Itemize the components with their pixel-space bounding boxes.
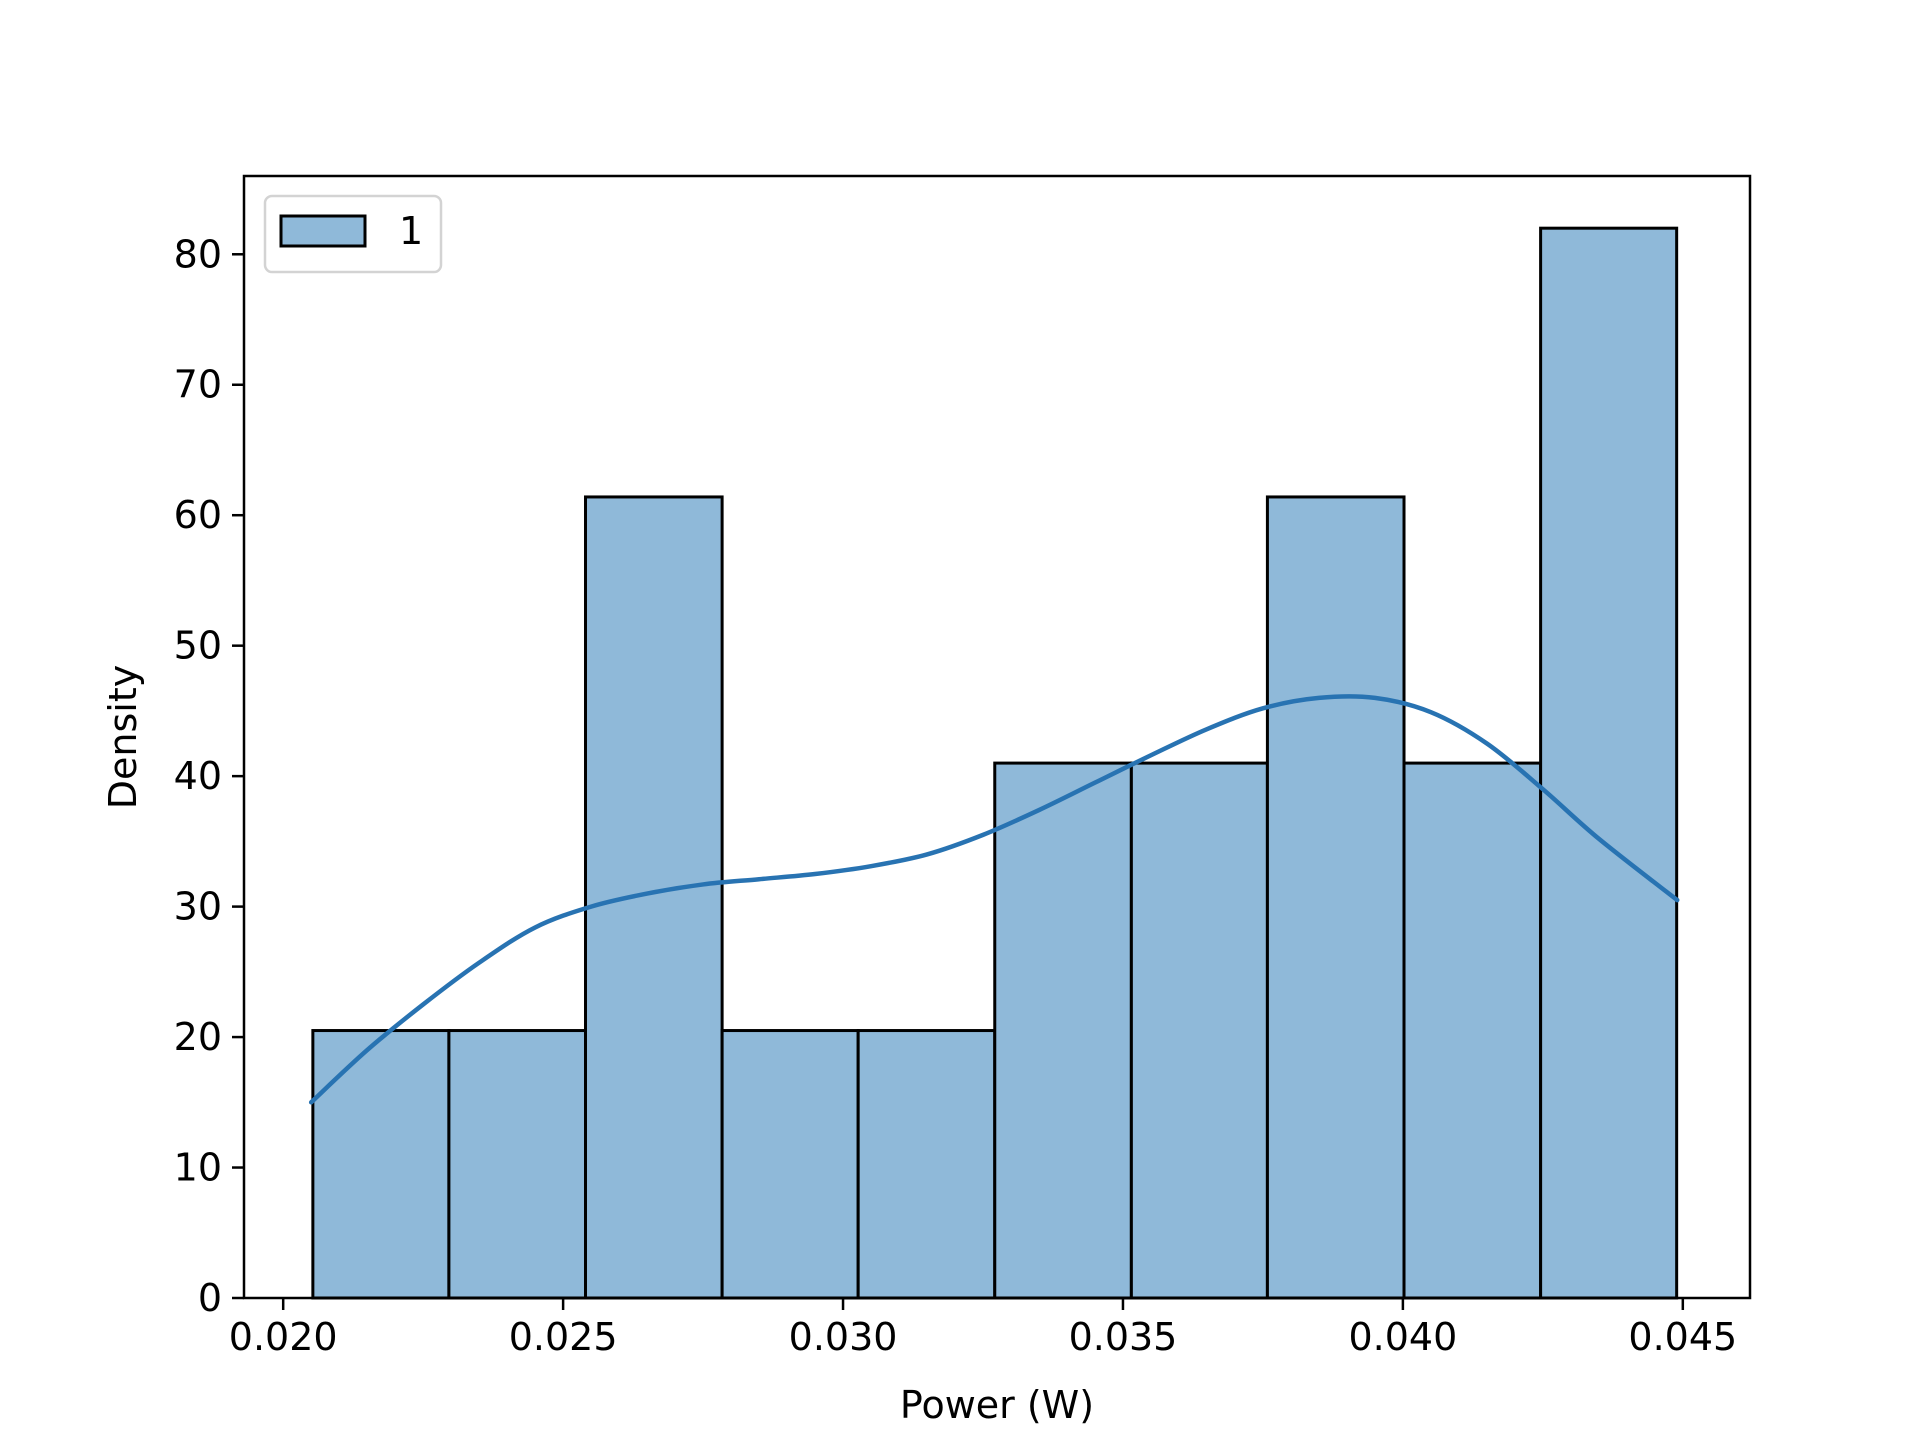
histogram-bar: [1539, 226, 1679, 1300]
y-tick-label: 40: [174, 754, 222, 798]
y-axis-ticks: 0 10 20 30 40 50 60 70 80: [174, 232, 244, 1320]
x-tick-label: 0.025: [509, 1315, 618, 1359]
legend: 1: [263, 194, 443, 274]
x-tick-label: 0.020: [229, 1315, 338, 1359]
y-axis-label: Density: [101, 665, 145, 809]
x-axis-ticks: 0.020 0.025 0.030 0.035 0.040 0.045: [229, 1298, 1737, 1359]
legend-entry-label: 1: [399, 209, 423, 253]
histogram-bar: [311, 1029, 451, 1300]
x-axis-label: Power (W): [900, 1383, 1094, 1427]
histogram-bar: [993, 761, 1133, 1300]
histogram-bar: [1402, 761, 1543, 1300]
histogram-bar: [447, 1029, 588, 1300]
y-tick-label: 0: [198, 1276, 222, 1320]
x-tick-label: 0.040: [1348, 1315, 1457, 1359]
plot-frame: [242, 174, 1752, 1300]
y-tick-label: 20: [174, 1015, 222, 1059]
histogram-bar: [856, 1029, 997, 1300]
y-tick-label: 50: [174, 624, 222, 668]
x-tick-label: 0.035: [1069, 1315, 1178, 1359]
y-tick-label: 60: [174, 493, 222, 537]
kde-curve: [308, 694, 1680, 1105]
x-tick-label: 0.045: [1628, 1315, 1737, 1359]
histogram-bar: [720, 1029, 860, 1300]
histogram-bars: [311, 226, 1679, 1300]
y-tick-label: 80: [174, 232, 222, 276]
histogram-bar: [1265, 495, 1406, 1300]
y-tick-label: 10: [174, 1146, 222, 1190]
y-tick-label: 70: [174, 363, 222, 407]
legend-swatch: [279, 214, 367, 248]
histogram-bar: [584, 495, 724, 1300]
y-tick-label: 30: [174, 885, 222, 929]
histogram-bar: [1129, 761, 1269, 1300]
x-tick-label: 0.030: [789, 1315, 898, 1359]
